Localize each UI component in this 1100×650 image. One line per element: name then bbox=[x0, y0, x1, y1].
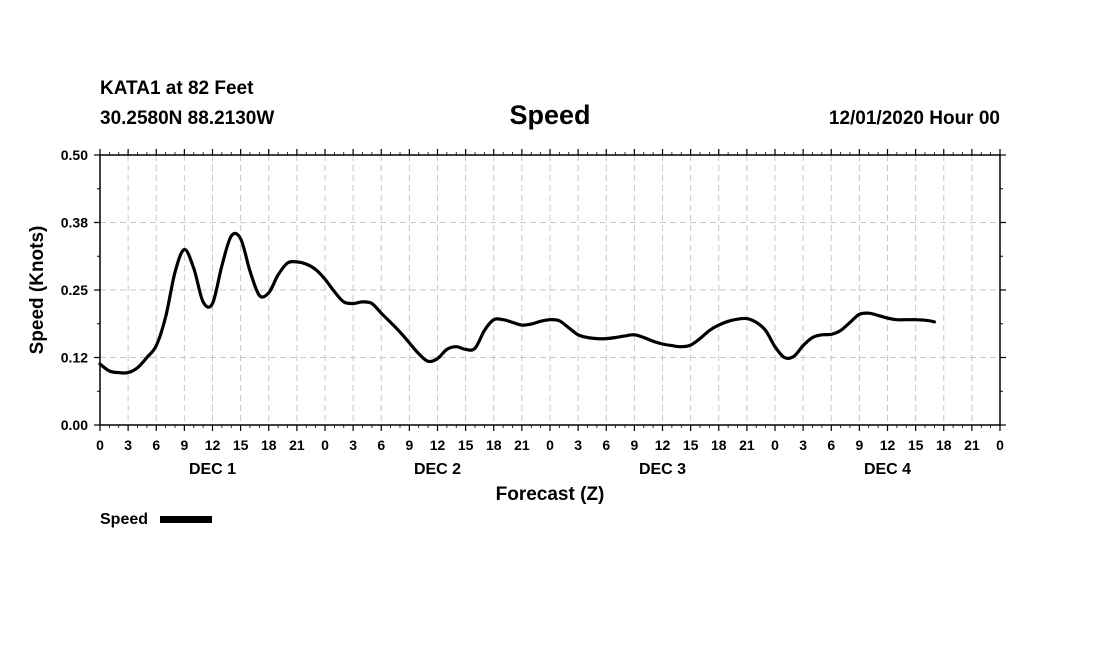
x-tick-label: 9 bbox=[855, 437, 863, 453]
x-tick-label: 0 bbox=[96, 437, 104, 453]
legend-swatch bbox=[160, 516, 212, 523]
x-tick-label: 6 bbox=[152, 437, 160, 453]
day-label: DEC 4 bbox=[864, 461, 911, 478]
x-tick-label: 9 bbox=[180, 437, 188, 453]
x-tick-label: 9 bbox=[630, 437, 638, 453]
y-tick-label: 0.12 bbox=[61, 350, 88, 366]
x-tick-label: 15 bbox=[908, 437, 924, 453]
x-tick-label: 6 bbox=[377, 437, 385, 453]
x-tick-label: 3 bbox=[799, 437, 807, 453]
y-tick-label: 0.25 bbox=[61, 282, 88, 298]
x-tick-label: 6 bbox=[827, 437, 835, 453]
x-tick-label: 15 bbox=[458, 437, 474, 453]
station-label: KATA1 at 82 Feet bbox=[100, 78, 254, 99]
day-labels: DEC 1 DEC 2 DEC 3 DEC 4 bbox=[189, 461, 911, 478]
x-axis-label: Forecast (Z) bbox=[496, 484, 605, 505]
x-tick-label: 21 bbox=[739, 437, 755, 453]
x-tick-label: 18 bbox=[711, 437, 727, 453]
y-tick-label: 0.38 bbox=[61, 215, 88, 231]
x-tick-label: 21 bbox=[514, 437, 530, 453]
x-tick-label: 15 bbox=[233, 437, 249, 453]
x-tick-labels: 0 3 6 9 12 15 18 21 0 3 6 9 12 15 18 21 0 3 6 9 12 15 18 21 0 3 6 9… bbox=[96, 437, 1004, 453]
x-tick-label: 12 bbox=[430, 437, 446, 453]
x-tick-label: 12 bbox=[880, 437, 896, 453]
x-tick-label: 3 bbox=[574, 437, 582, 453]
day-label: DEC 3 bbox=[639, 461, 686, 478]
x-tick-label: 3 bbox=[124, 437, 132, 453]
x-tick-label: 3 bbox=[349, 437, 357, 453]
x-tick-label: 18 bbox=[936, 437, 952, 453]
x-tick-label: 18 bbox=[486, 437, 502, 453]
x-tick-label: 0 bbox=[771, 437, 779, 453]
y-tick-labels: 0.00 0.12 0.25 0.38 0.50 bbox=[61, 147, 88, 433]
x-tick-label: 15 bbox=[683, 437, 699, 453]
x-tick-label: 21 bbox=[289, 437, 305, 453]
x-tick-label: 0 bbox=[321, 437, 329, 453]
speed-series-line bbox=[98, 231, 936, 375]
legend-label: Speed bbox=[100, 511, 148, 528]
grid-lines bbox=[100, 155, 1000, 425]
x-tick-label: 18 bbox=[261, 437, 277, 453]
y-tick-label: 0.00 bbox=[61, 417, 88, 433]
day-label: DEC 2 bbox=[414, 461, 461, 478]
x-tick-label: 12 bbox=[205, 437, 221, 453]
axis-ticks bbox=[94, 149, 1006, 431]
x-tick-label: 6 bbox=[602, 437, 610, 453]
x-tick-label: 0 bbox=[546, 437, 554, 453]
day-label: DEC 1 bbox=[189, 461, 236, 478]
x-tick-label: 0 bbox=[996, 437, 1004, 453]
issued-label: 12/01/2020 Hour 00 bbox=[829, 108, 1000, 129]
y-axis-label: Speed (Knots) bbox=[27, 226, 48, 355]
x-tick-label: 12 bbox=[655, 437, 671, 453]
x-tick-label: 21 bbox=[964, 437, 980, 453]
y-tick-label: 0.50 bbox=[61, 147, 88, 163]
x-tick-label: 9 bbox=[405, 437, 413, 453]
chart-title: Speed bbox=[509, 100, 590, 130]
location-label: 30.2580N 88.2130W bbox=[100, 108, 274, 129]
